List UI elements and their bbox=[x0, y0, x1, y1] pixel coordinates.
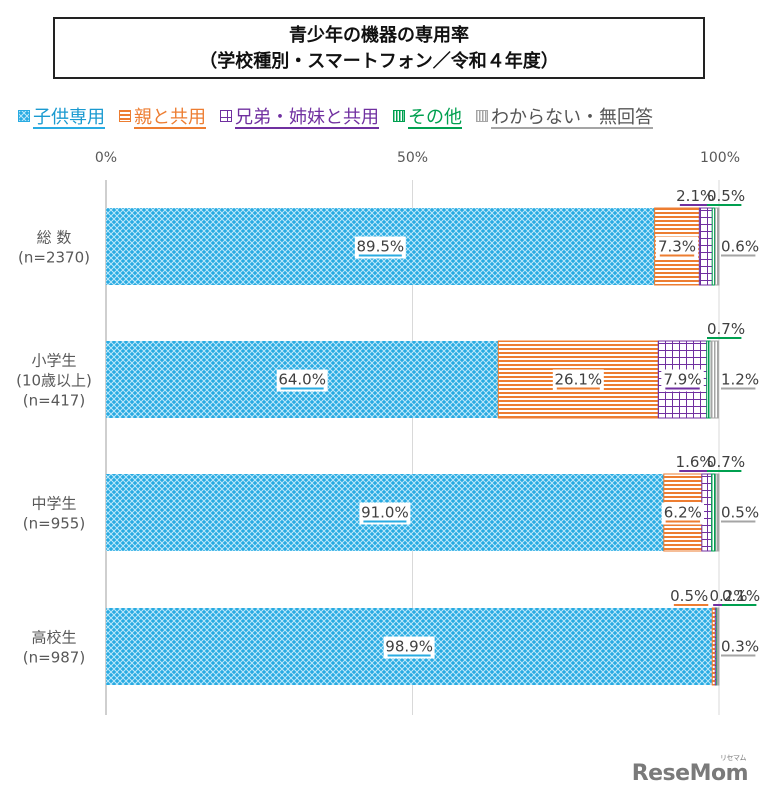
data-label-bg bbox=[655, 236, 699, 259]
data-label: 1.2% bbox=[721, 371, 759, 389]
data-label: 6.2% bbox=[664, 504, 702, 522]
data-label-group: 0.5% bbox=[707, 187, 745, 206]
data-label: 2.1% bbox=[676, 187, 714, 205]
legend-label: 兄弟・姉妹と共用 bbox=[235, 107, 379, 128]
data-label-group: 64.0% bbox=[276, 369, 328, 392]
data-label-group: 0.6% bbox=[721, 238, 759, 257]
data-label-group: 0.7% bbox=[707, 320, 745, 339]
legend-item: 親と共用 bbox=[119, 103, 206, 129]
category-label: 中学生 bbox=[31, 495, 76, 513]
category-label: (10歳以上) bbox=[16, 372, 92, 390]
category-label: 総 数 bbox=[37, 229, 72, 247]
data-label: 0.5% bbox=[670, 587, 708, 605]
chart-subtitle: （学校種別・スマートフォン／令和４年度） bbox=[199, 51, 559, 72]
data-label-bg bbox=[276, 369, 328, 392]
watermark-text: ReseMom bbox=[631, 761, 749, 786]
data-label: 0.3% bbox=[721, 638, 759, 656]
watermark-logo: ReseMom リセマム bbox=[631, 754, 749, 786]
legend-swatch-icon bbox=[119, 110, 131, 122]
data-label-bg bbox=[359, 502, 411, 525]
data-label: 7.3% bbox=[658, 238, 696, 256]
legend-item: 子供専用 bbox=[18, 103, 105, 129]
data-label-group: 98.9% bbox=[383, 636, 435, 659]
data-label: 0.7% bbox=[707, 453, 745, 471]
bar-segment bbox=[715, 473, 720, 552]
data-label-bg bbox=[354, 236, 406, 259]
chart-title-box: 青少年の機器の専用率 （学校種別・スマートフォン／令和４年度） bbox=[53, 17, 705, 79]
category-label: (n=955) bbox=[23, 515, 85, 533]
data-label-bg bbox=[383, 636, 435, 659]
category-label: (n=417) bbox=[23, 392, 85, 410]
category-label: 小学生 bbox=[31, 352, 76, 370]
legend-label: その他 bbox=[408, 107, 462, 128]
data-label-group: 1.2% bbox=[721, 371, 759, 390]
data-label: 0.1% bbox=[722, 587, 760, 605]
legend-swatch-icon bbox=[393, 110, 405, 122]
data-label: 89.5% bbox=[356, 238, 404, 256]
legend-swatch-icon bbox=[220, 110, 232, 122]
legend-item: 兄弟・姉妹と共用 bbox=[220, 103, 379, 129]
bar-segment bbox=[711, 473, 717, 552]
watermark-kana: リセマム bbox=[720, 754, 747, 762]
bar-segment bbox=[706, 340, 712, 419]
data-label-group: 6.2% bbox=[661, 502, 705, 525]
category-label: 高校生 bbox=[31, 629, 76, 647]
data-label-group: 26.1% bbox=[552, 369, 604, 392]
data-label: 0.5% bbox=[721, 504, 759, 522]
legend-label: 親と共用 bbox=[134, 107, 206, 128]
data-label-group: 89.5% bbox=[354, 236, 406, 259]
data-label: 98.9% bbox=[385, 638, 433, 656]
data-label-group: 7.9% bbox=[661, 369, 704, 392]
data-label: 0.7% bbox=[707, 320, 745, 338]
data-label-group: 0.1% bbox=[722, 587, 760, 606]
data-label-bg bbox=[661, 369, 704, 392]
bar-segment bbox=[714, 207, 720, 286]
data-label: 64.0% bbox=[278, 371, 326, 389]
x-tick-label: 0% bbox=[95, 150, 117, 166]
legend-item: その他 bbox=[393, 103, 462, 129]
data-label: 0.6% bbox=[721, 238, 759, 256]
data-label-group: 91.0% bbox=[359, 502, 411, 525]
bar-segment bbox=[698, 207, 713, 286]
data-label-group: 0.3% bbox=[721, 638, 759, 657]
x-tick-label: 100% bbox=[700, 150, 740, 166]
data-label-bg bbox=[552, 369, 604, 392]
legend-swatch-icon bbox=[18, 110, 30, 122]
data-label-group: 7.3% bbox=[655, 236, 699, 259]
data-label: 26.1% bbox=[554, 371, 602, 389]
data-label-group: 0.5% bbox=[721, 504, 759, 523]
category-label: (n=2370) bbox=[18, 249, 90, 267]
data-label: 7.9% bbox=[663, 371, 701, 389]
x-tick-label: 50% bbox=[397, 150, 428, 166]
data-label-group: 0.5% bbox=[670, 587, 709, 606]
legend: 子供専用 親と共用 兄弟・姉妹と共用 その他 わからない・無回答 bbox=[18, 103, 762, 129]
data-label: 91.0% bbox=[361, 504, 409, 522]
legend-label: わからない・無回答 bbox=[491, 107, 653, 128]
bar-segment bbox=[710, 340, 719, 419]
chart-title: 青少年の機器の専用率 bbox=[289, 25, 469, 46]
data-label: 0.5% bbox=[707, 187, 745, 205]
data-label-bg bbox=[661, 502, 705, 525]
data-label: 0.2% bbox=[709, 587, 747, 605]
legend-label: 子供専用 bbox=[33, 107, 105, 128]
bar-segment bbox=[716, 607, 720, 686]
data-label: 1.6% bbox=[676, 453, 714, 471]
data-label-group: 0.7% bbox=[707, 453, 745, 472]
legend-item: わからない・無回答 bbox=[476, 103, 653, 129]
category-label: (n=987) bbox=[23, 649, 85, 667]
legend-swatch-icon bbox=[476, 110, 488, 122]
